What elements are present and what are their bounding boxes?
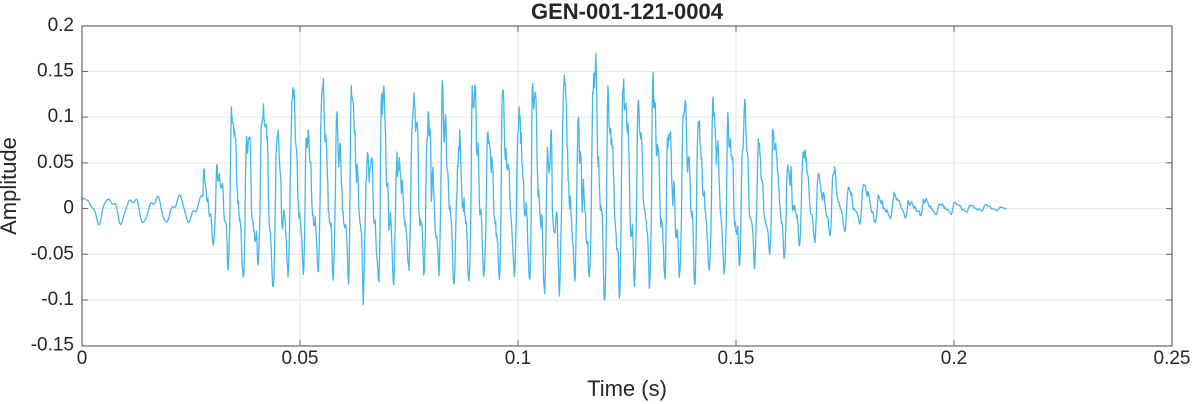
svg-text:0.15: 0.15	[718, 348, 755, 369]
svg-text:0.05: 0.05	[37, 152, 74, 173]
svg-text:0.05: 0.05	[282, 348, 319, 369]
svg-text:0: 0	[63, 198, 74, 219]
svg-text:GEN-001-121-0004: GEN-001-121-0004	[531, 0, 724, 24]
svg-text:0: 0	[77, 348, 88, 369]
svg-text:0.1: 0.1	[48, 106, 74, 127]
svg-text:Time (s): Time (s)	[587, 376, 667, 401]
svg-text:-0.05: -0.05	[31, 243, 74, 264]
svg-text:-0.15: -0.15	[31, 335, 74, 356]
svg-text:0.1: 0.1	[505, 348, 531, 369]
svg-text:Amplitude: Amplitude	[0, 137, 21, 235]
svg-text:0.25: 0.25	[1154, 348, 1191, 369]
svg-text:0.15: 0.15	[37, 60, 74, 81]
svg-text:-0.1: -0.1	[41, 289, 74, 310]
svg-text:0.2: 0.2	[941, 348, 967, 369]
svg-text:0.2: 0.2	[48, 15, 74, 36]
